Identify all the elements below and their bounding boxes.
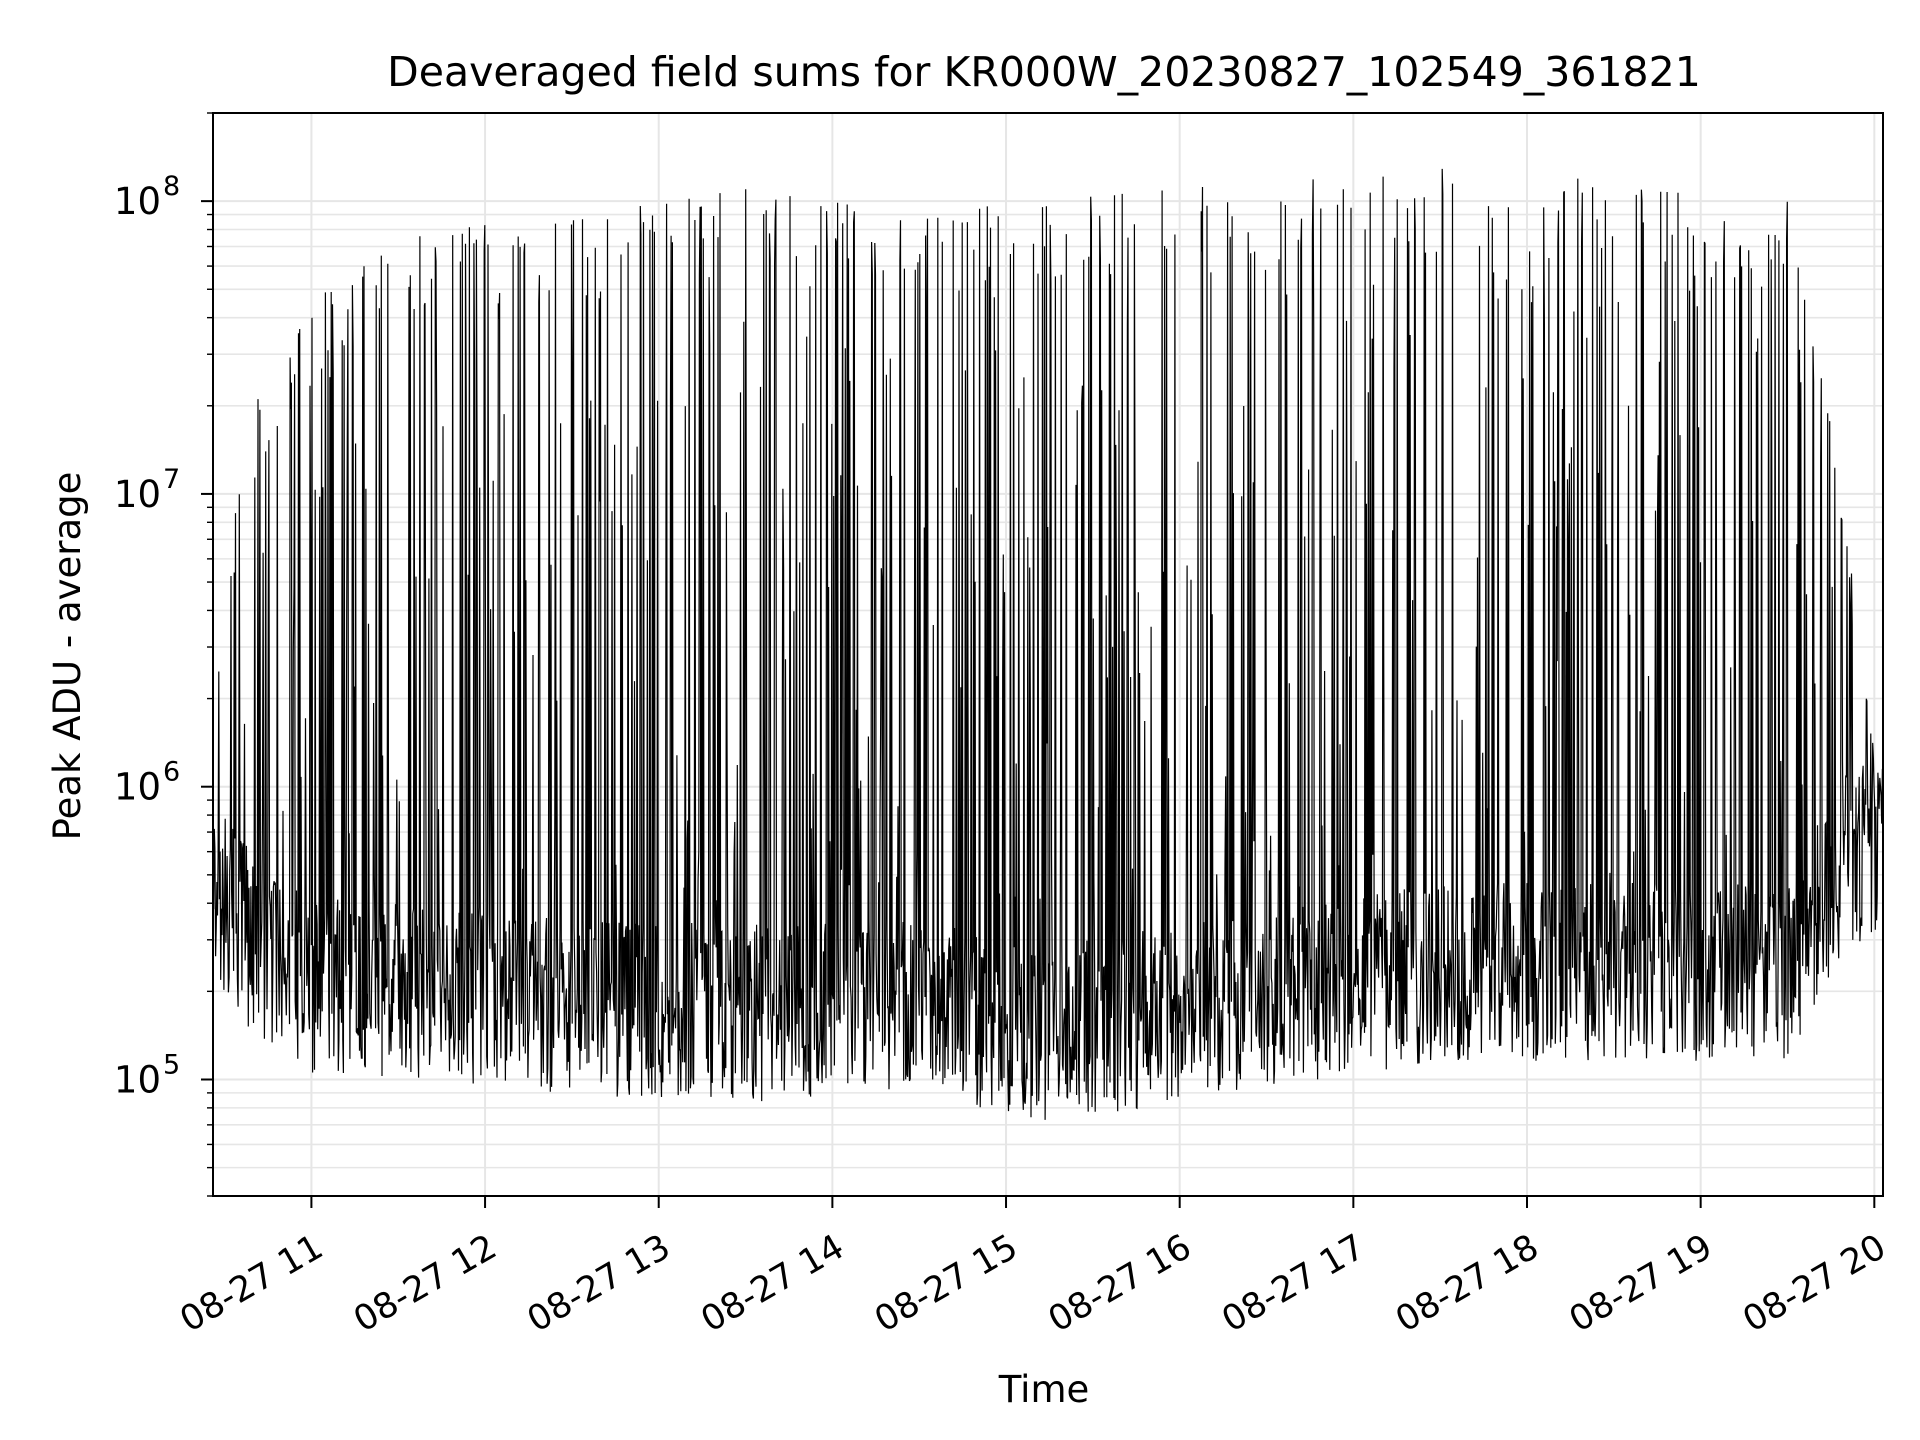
y-tick-label: 10 — [114, 473, 161, 516]
data-series — [212, 168, 1884, 1120]
y-tick-exponent: 8 — [163, 171, 180, 202]
y-tick-exponent: 6 — [163, 757, 180, 788]
y-tick-label: 10 — [114, 180, 161, 223]
series-line — [212, 168, 1884, 1120]
y-tick-base: 10 — [114, 180, 161, 223]
y-tick-exponent: 7 — [163, 464, 180, 495]
y-tick-base: 10 — [114, 766, 161, 809]
y-tick-exponent: 5 — [163, 1049, 180, 1080]
chart-title: Deaveraged field sums for KR000W_2023082… — [387, 48, 1701, 96]
x-axis-label: Time — [998, 1368, 1090, 1411]
y-tick-label: 10 — [114, 1058, 161, 1101]
y-tick-base: 10 — [114, 1058, 161, 1101]
y-tick-label: 10 — [114, 766, 161, 809]
y-tick-base: 10 — [114, 473, 161, 516]
plot-frame — [212, 112, 1884, 1197]
y-axis-label: Peak ADU - average — [46, 472, 89, 841]
